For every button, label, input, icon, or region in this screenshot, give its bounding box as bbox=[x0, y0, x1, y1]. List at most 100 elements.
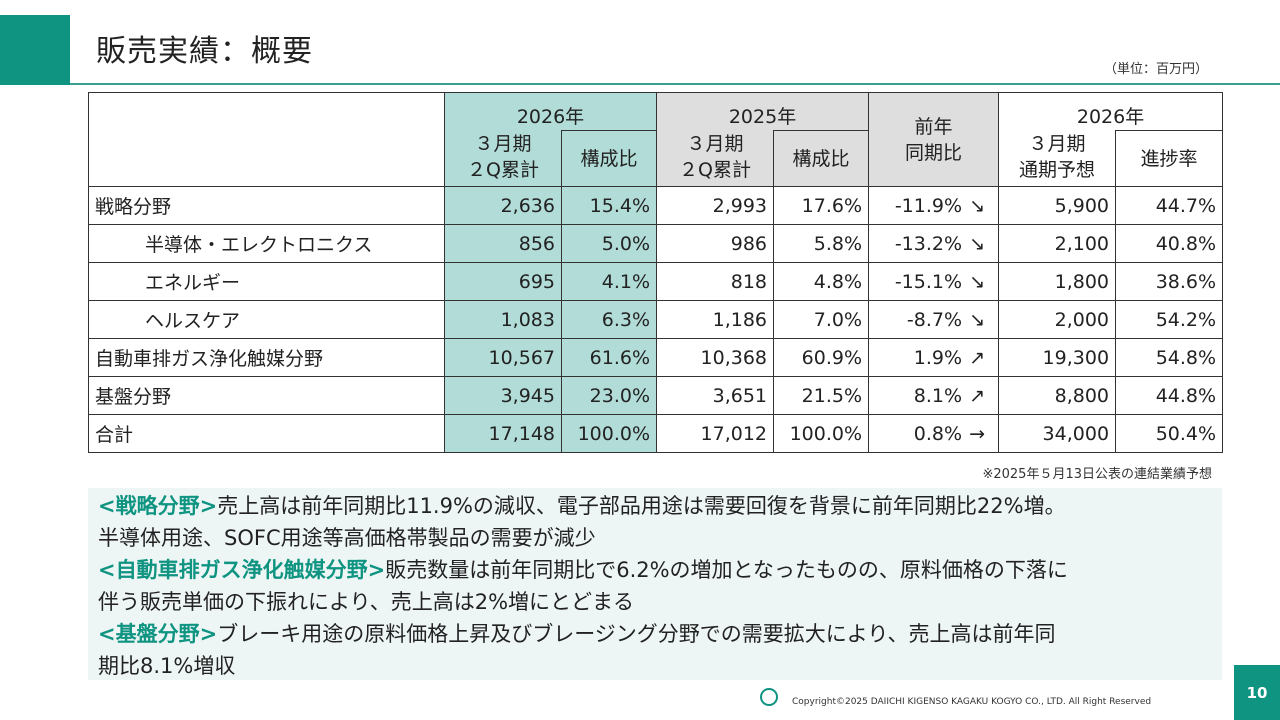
forecast-value: 34,000 bbox=[998, 414, 1117, 453]
trend-down-icon: ↘ bbox=[969, 308, 985, 331]
prior-ratio: 4.8% bbox=[773, 262, 870, 301]
current-value: 2,636 bbox=[444, 186, 562, 225]
progress-value: 40.8% bbox=[1115, 224, 1224, 263]
yoy-cell: 8.1% ↗ bbox=[868, 376, 1000, 415]
current-ratio: 23.0% bbox=[560, 376, 658, 415]
yoy-cell: -8.7% ↘ bbox=[868, 300, 1000, 339]
yoy-cell: 1.9% ↗ bbox=[868, 338, 1000, 377]
forecast-value: 19,300 bbox=[998, 338, 1117, 377]
prior-value: 17,012 bbox=[656, 414, 775, 453]
prior-ratio: 17.6% bbox=[773, 186, 870, 225]
header-forecast-top: 2026年 bbox=[998, 92, 1224, 131]
header-prior-top: 2025年 bbox=[656, 92, 870, 131]
yoy-value: -11.9% bbox=[894, 194, 963, 217]
prior-ratio: 21.5% bbox=[773, 376, 870, 415]
prior-value: 1,186 bbox=[656, 300, 775, 339]
current-value: 695 bbox=[444, 262, 562, 301]
yoy-value: 8.1% bbox=[913, 384, 963, 407]
current-value: 1,083 bbox=[444, 300, 562, 339]
row-label: 半導体・エレクトロニクス bbox=[88, 224, 445, 263]
header-progress: 進捗率 bbox=[1115, 130, 1224, 187]
current-value: 3,945 bbox=[444, 376, 562, 415]
header-prior-ratio: 構成比 bbox=[773, 130, 870, 187]
yoy-value: -13.2% bbox=[894, 232, 963, 255]
forecast-value: 8,800 bbox=[998, 376, 1117, 415]
row-label: 戦略分野 bbox=[88, 186, 445, 225]
copyright-text: Copyright©2025 DAIICHI KIGENSO KAGAKU KO… bbox=[792, 697, 1152, 707]
current-value: 856 bbox=[444, 224, 562, 263]
header-prior: ３月期 ２Q累計 bbox=[656, 130, 775, 187]
yoy-cell: -13.2% ↘ bbox=[868, 224, 1000, 263]
table-row: 基盤分野 3,945 23.0% 3,651 21.5% 8.1% ↗ 8,800… bbox=[88, 376, 1224, 415]
auto-text: 販売数量は前年同期比で6.2%の増加となったものの、原料価格の下落に bbox=[385, 558, 1068, 582]
base-heading: <基盤分野> bbox=[98, 622, 218, 646]
prior-value: 986 bbox=[656, 224, 775, 263]
row-label: 基盤分野 bbox=[88, 376, 445, 415]
current-ratio: 100.0% bbox=[560, 414, 658, 453]
table-row-total: 合計 17,148 100.0% 17,012 100.0% 0.8% → 34,… bbox=[88, 414, 1224, 453]
progress-value: 38.6% bbox=[1115, 262, 1224, 301]
table-row: ヘルスケア 1,083 6.3% 1,186 7.0% -8.7% ↘ 2,000… bbox=[88, 300, 1224, 339]
summary-line: <自動車排ガス浄化触媒分野>販売数量は前年同期比で6.2%の増加となったものの、… bbox=[98, 554, 1212, 586]
current-value: 17,148 bbox=[444, 414, 562, 453]
progress-value: 44.7% bbox=[1115, 186, 1224, 225]
table-row: 半導体・エレクトロニクス 856 5.0% 986 5.8% -13.2% ↘ 2… bbox=[88, 224, 1224, 263]
accent-block bbox=[0, 15, 70, 85]
forecast-value: 2,100 bbox=[998, 224, 1117, 263]
progress-value: 50.4% bbox=[1115, 414, 1224, 453]
yoy-value: 1.9% bbox=[913, 346, 963, 369]
current-ratio: 6.3% bbox=[560, 300, 658, 339]
prior-ratio: 5.8% bbox=[773, 224, 870, 263]
table-row: 戦略分野 2,636 15.4% 2,993 17.6% -11.9% ↘ 5,9… bbox=[88, 186, 1224, 225]
yoy-value: 0.8% bbox=[913, 422, 963, 445]
title-divider bbox=[70, 83, 1280, 85]
strategic-heading: <戦略分野> bbox=[98, 494, 218, 518]
progress-value: 54.2% bbox=[1115, 300, 1224, 339]
forecast-value: 1,800 bbox=[998, 262, 1117, 301]
summary-line: <戦略分野>売上高は前年同期比11.9%の減収、電子部品用途は需要回復を背景に前… bbox=[98, 490, 1212, 522]
strategic-text: 売上高は前年同期比11.9%の減収、電子部品用途は需要回復を背景に前年同期比22… bbox=[217, 494, 1066, 518]
trend-down-icon: ↘ bbox=[969, 232, 985, 255]
sales-table: 2026年 2025年 前年 同期比 2026年 ３月期 ２Q累計 構成比 ３月期 ２… bbox=[88, 92, 1224, 453]
strategic-text: 半導体用途、SOFC用途等高価格帯製品の需要が減少 bbox=[98, 526, 596, 550]
header-forecast: ３月期 通期予想 bbox=[998, 130, 1117, 187]
header-current-ratio: 構成比 bbox=[560, 130, 658, 187]
header-current: ３月期 ２Q累計 bbox=[444, 130, 562, 187]
prior-ratio: 100.0% bbox=[773, 414, 870, 453]
progress-value: 44.8% bbox=[1115, 376, 1224, 415]
trend-up-icon: ↗ bbox=[969, 346, 985, 369]
unit-note: （単位：百万円） bbox=[1103, 62, 1208, 77]
base-text: ブレーキ用途の原料価格上昇及びブレージング分野での需要拡大により、売上高は前年同 bbox=[217, 622, 1056, 646]
trend-flat-icon: → bbox=[969, 422, 985, 445]
yoy-value: -15.1% bbox=[894, 270, 963, 293]
prior-value: 3,651 bbox=[656, 376, 775, 415]
yoy-cell: -15.1% ↘ bbox=[868, 262, 1000, 301]
header-current-top: 2026年 bbox=[443, 92, 658, 131]
prior-value: 10,368 bbox=[656, 338, 775, 377]
progress-value: 54.8% bbox=[1115, 338, 1224, 377]
summary-line: 半導体用途、SOFC用途等高価格帯製品の需要が減少 bbox=[98, 522, 1212, 554]
summary-box: <戦略分野>売上高は前年同期比11.9%の減収、電子部品用途は需要回復を背景に前… bbox=[88, 488, 1222, 680]
prior-ratio: 7.0% bbox=[773, 300, 870, 339]
current-ratio: 15.4% bbox=[560, 186, 658, 225]
header-blank bbox=[88, 92, 445, 187]
table-row: 自動車排ガス浄化触媒分野 10,567 61.6% 10,368 60.9% 1… bbox=[88, 338, 1224, 377]
current-ratio: 5.0% bbox=[560, 224, 658, 263]
current-value: 10,567 bbox=[444, 338, 562, 377]
header-yoy: 前年 同期比 bbox=[868, 92, 1000, 187]
company-logo-icon bbox=[760, 688, 778, 706]
summary-line: <基盤分野>ブレーキ用途の原料価格上昇及びブレージング分野での需要拡大により、売… bbox=[98, 618, 1212, 650]
yoy-cell: -11.9% ↘ bbox=[868, 186, 1000, 225]
row-label: ヘルスケア bbox=[88, 300, 445, 339]
prior-ratio: 60.9% bbox=[773, 338, 870, 377]
trend-down-icon: ↘ bbox=[969, 194, 985, 217]
yoy-value: -8.7% bbox=[906, 308, 963, 331]
summary-line: 伴う販売単価の下振れにより、売上高は2%増にとどまる bbox=[98, 586, 1212, 618]
forecast-footnote: ※2025年５月13日公表の連結業績予想 bbox=[982, 467, 1212, 482]
yoy-cell: 0.8% → bbox=[868, 414, 1000, 453]
auto-text: 伴う販売単価の下振れにより、売上高は2%増にとどまる bbox=[98, 590, 635, 614]
table-row: エネルギー 695 4.1% 818 4.8% -15.1% ↘ 1,800 38… bbox=[88, 262, 1224, 301]
trend-up-icon: ↗ bbox=[969, 384, 985, 407]
summary-line: 期比8.1%増収 bbox=[98, 650, 1212, 682]
row-label: 合計 bbox=[88, 414, 445, 453]
